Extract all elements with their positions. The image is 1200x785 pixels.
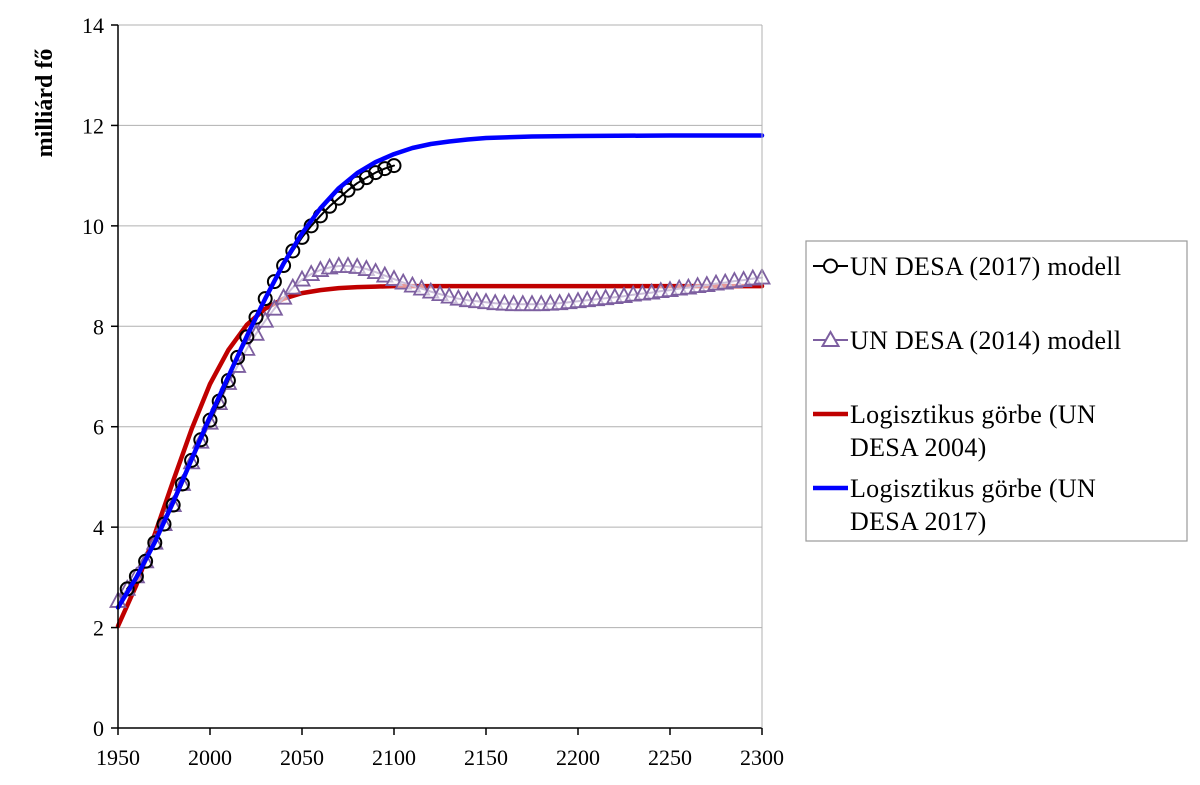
plot-area — [108, 133, 772, 629]
y-tick-label-14: 14 — [82, 13, 104, 38]
series-logistic-2017 — [115, 133, 765, 610]
legend-marker-circle — [823, 258, 838, 274]
series-un-desa-2017-point — [239, 329, 255, 345]
y-tick-label-12: 12 — [82, 113, 104, 138]
series-un-desa-2014-point — [283, 277, 302, 295]
x-tick-label-1950: 1950 — [96, 745, 140, 770]
legend-label-un-desa-2017: UN DESA (2017) modell — [850, 252, 1121, 281]
legend-item-logistic-2017: Logisztikus görbe (UN DESA 2017) — [813, 474, 1103, 536]
series-un-desa-2017-point — [386, 158, 402, 174]
series-un-desa-2017-point — [377, 161, 393, 177]
series-logistic-2004-line — [115, 283, 765, 629]
y-tick-label-8: 8 — [93, 314, 104, 339]
series-un-desa-2014-point — [366, 262, 385, 279]
series-un-desa-2017-point — [248, 309, 264, 325]
ticks: 0 2 4 6 8 10 12 14 1950 2000 2050 2100 2150 2200 2250 2… — [82, 13, 784, 770]
x-tick-label-2150: 2150 — [464, 745, 508, 770]
series-un-desa-2014-point — [430, 284, 450, 302]
legend-label-logistic-2004-line2: DESA 2004) — [850, 433, 987, 462]
series-un-desa-2014-point — [412, 278, 431, 296]
y-tick-label-2: 2 — [93, 616, 104, 641]
axes — [117, 25, 763, 729]
series-un-desa-2014-point — [394, 272, 413, 290]
series-un-desa-2017-point — [230, 349, 246, 365]
legend-item-logistic-2004: Logisztikus görbe (UN DESA 2004) — [813, 400, 1103, 462]
series-un-desa-2017-point — [276, 258, 292, 274]
legend-box — [805, 240, 1188, 542]
x-tick-label-2250: 2250 — [648, 745, 692, 770]
series-logistic-2004 — [115, 283, 765, 629]
series-un-desa-2017-point — [340, 182, 356, 198]
series-un-desa-2014-point — [384, 269, 404, 286]
series-un-desa-2014-point — [265, 298, 284, 316]
series-logistic-2017-line — [115, 133, 765, 610]
gridlines — [118, 24, 762, 629]
y-tick-label-0: 0 — [93, 716, 104, 741]
legend-label-logistic-2004-line1: Logisztikus görbe (UN — [850, 400, 1096, 429]
series-un-desa-2014-line — [117, 265, 763, 602]
legend-item-un-desa-2017: UN DESA (2017) modell — [813, 252, 1121, 281]
x-tick-label-2050: 2050 — [280, 745, 324, 770]
y-tick-label-4: 4 — [93, 515, 104, 540]
legend-label-un-desa-2014: UN DESA (2014) modell — [850, 326, 1121, 355]
legend-item-un-desa-2014: UN DESA (2014) modell — [813, 326, 1121, 355]
legend-label-logistic-2017-line2: DESA 2017) — [850, 507, 987, 536]
series-un-desa-2017-point — [266, 274, 282, 290]
y-tick-label-10: 10 — [82, 214, 104, 239]
series-un-desa-2017-point — [128, 568, 144, 584]
series-un-desa-2017-point — [138, 553, 154, 569]
series-un-desa-2014-point — [421, 281, 440, 299]
legend-marker-triangle — [820, 329, 841, 347]
x-tick-label-2000: 2000 — [188, 745, 232, 770]
series-un-desa-2014-point — [403, 275, 422, 293]
legend-label-logistic-2004: Logisztikus görbe (UN DESA 2004) — [850, 400, 1103, 462]
series-un-desa-2017-point — [368, 165, 384, 181]
legend: UN DESA (2017) modell UN DESA (2014) mod… — [805, 240, 1188, 542]
series-un-desa-2014 — [108, 256, 772, 608]
x-tick-label-2100: 2100 — [372, 745, 416, 770]
y-axis-label: milliárd fő — [32, 49, 58, 158]
series-un-desa-2014-point — [375, 265, 394, 283]
x-tick-label-2200: 2200 — [556, 745, 600, 770]
series-un-desa-2014-point — [357, 259, 376, 276]
legend-label-logistic-2017: Logisztikus görbe (UN DESA 2017) — [850, 474, 1103, 536]
legend-label-logistic-2017-line1: Logisztikus görbe (UN — [850, 474, 1096, 503]
series-un-desa-2014-point — [274, 287, 293, 305]
y-tick-label-6: 6 — [93, 415, 104, 440]
x-tick-label-2300: 2300 — [740, 745, 784, 770]
series-un-desa-2017-point — [147, 535, 163, 551]
series-un-desa-2017-point — [257, 291, 273, 307]
